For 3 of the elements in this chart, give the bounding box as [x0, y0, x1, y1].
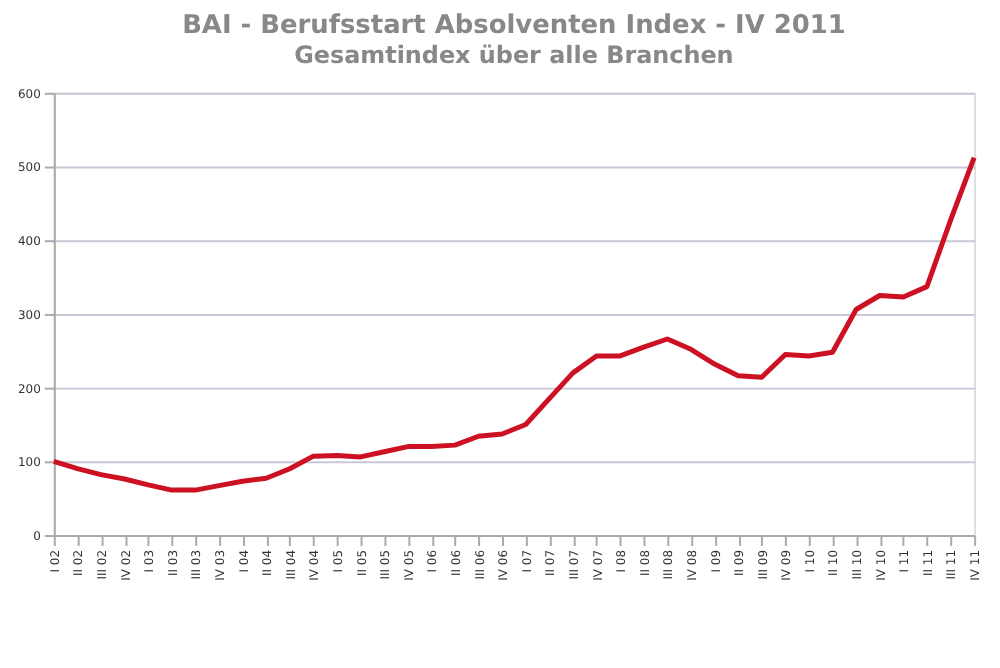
chart-subtitle: Gesamtindex über alle Branchen — [294, 40, 734, 69]
line-series — [51, 155, 977, 493]
chart-title: BAI - Berufsstart Absolventen Index - IV 2011 — [182, 11, 846, 42]
